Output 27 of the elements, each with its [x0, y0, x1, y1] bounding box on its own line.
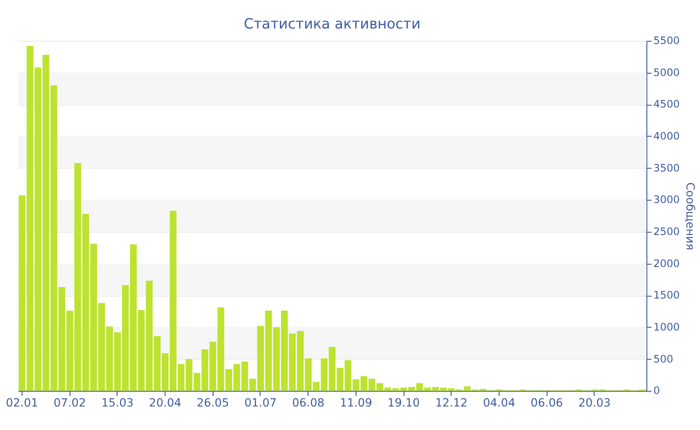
y-tick-label: 0: [653, 385, 660, 398]
y-tick-label: 5500: [653, 35, 680, 48]
y-tick-label: 500: [653, 353, 674, 366]
x-tick-label: 20.03: [578, 396, 611, 410]
x-tick-label: 12.12: [435, 396, 468, 410]
x-tick-label: 15.03: [101, 396, 134, 410]
x-tick-label: 02.01: [6, 396, 38, 410]
y-tick-label: 5000: [653, 66, 680, 79]
y-tick-label: 2000: [653, 258, 680, 270]
y-tick-label: 3500: [653, 162, 680, 174]
y-tick-label: 1500: [653, 290, 680, 302]
x-tick-label: 06.08: [292, 396, 324, 410]
x-tick-label: 26.05: [196, 396, 230, 410]
x-tick-label: 20.04: [149, 396, 182, 410]
y-tick-label: 3000: [653, 194, 680, 206]
y-axis-title: Сообщения: [683, 182, 696, 250]
x-tick-label: 19.10: [388, 396, 420, 410]
chart-title: Статистика активности: [244, 16, 421, 33]
y-tick-label: 4000: [653, 130, 680, 143]
x-tick-label: 01.07: [244, 396, 277, 410]
x-tick-label: 07.02: [54, 396, 86, 410]
y-tick-label: 2500: [653, 226, 680, 238]
y-tick-label: 4500: [653, 98, 680, 111]
x-tick-label: 11.09: [340, 396, 372, 410]
x-tick-label: 06.06: [530, 396, 563, 410]
x-tick-label: 04.04: [482, 396, 516, 410]
y-tick-label: 1000: [653, 321, 680, 334]
